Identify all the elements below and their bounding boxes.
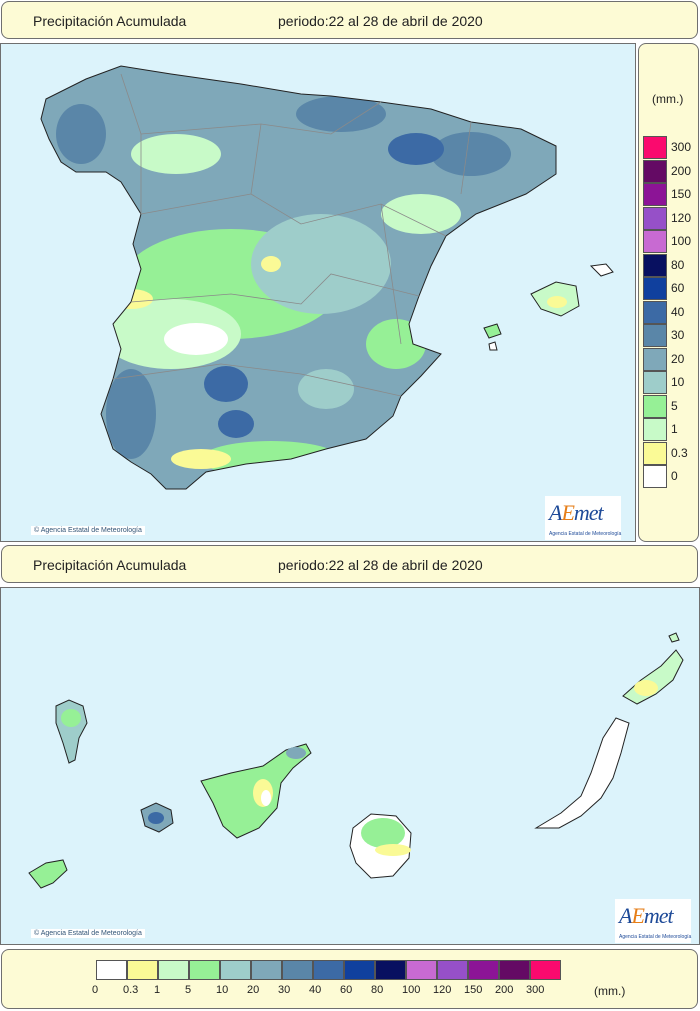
region-borders <box>112 73 472 397</box>
horizontal-legend-swatch <box>220 960 251 980</box>
canarias-map: © Agencia Estatal de Meteorología AEmet … <box>0 587 700 945</box>
vertical-legend-swatch <box>643 418 667 441</box>
horizontal-legend-label: 40 <box>309 984 322 996</box>
horizontal-legend-label: 150 <box>464 984 483 996</box>
horizontal-legend-swatch <box>468 960 499 980</box>
horizontal-legend-swatch <box>406 960 437 980</box>
vertical-legend-swatch <box>643 347 667 371</box>
horizontal-legend-label: 30 <box>278 984 291 996</box>
vertical-legend-swatch <box>643 183 667 206</box>
vertical-legend-swatch <box>643 394 667 418</box>
top-title: Precipitación Acumulada <box>33 13 187 29</box>
bottom-aemet-logo: AEmet Agencia Estatal de Meteorología <box>615 899 691 943</box>
vertical-legend-swatch <box>643 206 667 230</box>
horizontal-legend-label: 60 <box>340 984 353 996</box>
horizontal-legend-swatch <box>251 960 282 980</box>
vertical-legend-label: 20 <box>671 351 685 366</box>
vertical-legend-label: 150 <box>671 187 692 201</box>
horizontal-legend-label: 0 <box>92 984 99 996</box>
vertical-legend-label: 120 <box>671 210 692 225</box>
horizontal-legend-swatch <box>96 960 127 980</box>
peninsula-map: © Agencia Estatal de Meteorología AEmet … <box>0 43 636 542</box>
horizontal-legend-swatch <box>437 960 468 980</box>
horizontal-legend-label: 80 <box>371 984 384 996</box>
horizontal-legend-swatch <box>158 960 189 980</box>
top-aemet-logo: AEmet Agencia Estatal de Meteorología <box>545 496 621 540</box>
bottom-title-bar: Precipitación Acumulada periodo:22 al 28… <box>1 545 698 583</box>
vertical-legend-label: 100 <box>671 234 692 248</box>
bottom-period: periodo:22 al 28 de abril de 2020 <box>278 557 483 573</box>
top-period: periodo:22 al 28 de abril de 2020 <box>278 13 483 29</box>
horizontal-legend-label: 10 <box>216 984 229 996</box>
vertical-legend-swatch <box>643 324 667 347</box>
top-copyright: © Agencia Estatal de Meteorología <box>31 526 145 535</box>
vertical-legend-label: 300 <box>671 140 692 154</box>
horizontal-legend-label: 20 <box>247 984 260 996</box>
horizontal-legend-label: 200 <box>495 984 514 996</box>
horizontal-legend-swatch <box>127 960 158 980</box>
bottom-title: Precipitación Acumulada <box>33 557 187 573</box>
horizontal-legend-label: 0.3 <box>123 984 139 996</box>
vertical-legend-swatch <box>643 136 667 159</box>
horizontal-legend-swatch <box>375 960 406 980</box>
vertical-legend-label: 0.3 <box>671 445 688 460</box>
vertical-legend-swatch <box>643 253 667 277</box>
vertical-legend-label: 200 <box>671 163 692 178</box>
vertical-legend-label: 30 <box>671 328 685 342</box>
vertical-legend-label: 5 <box>671 398 678 413</box>
vertical-legend-swatch <box>643 277 667 300</box>
horizontal-legend-swatch <box>313 960 344 980</box>
vertical-legend-label: 10 <box>671 375 685 389</box>
aemet-logo-icon: AEmet <box>549 500 604 525</box>
canarias-map-svg <box>28 632 684 889</box>
bottom-copyright: © Agencia Estatal de Meteorología <box>31 929 145 938</box>
horizontal-legend-swatch <box>282 960 313 980</box>
aemet-logo-icon: AEmet <box>619 903 674 928</box>
vertical-legend-swatch <box>643 441 667 465</box>
vertical-legend-swatch <box>643 465 667 488</box>
vertical-legend-label: 40 <box>671 304 685 319</box>
vertical-legend-label: 1 <box>671 422 678 436</box>
vertical-legend-label: 60 <box>671 281 685 295</box>
vertical-legend-label: 0 <box>671 469 678 483</box>
vertical-legend-swatch <box>643 371 667 394</box>
horizontal-legend-swatch <box>189 960 220 980</box>
horizontal-legend-label: 100 <box>402 984 421 996</box>
horizontal-legend-label: 120 <box>433 984 452 996</box>
vertical-legend-swatch <box>643 159 667 183</box>
horizontal-legend-unit: (mm.) <box>594 984 626 998</box>
vertical-legend-label: 80 <box>671 257 685 272</box>
horizontal-legend-swatch <box>499 960 530 980</box>
horizontal-legend-label: 300 <box>526 984 545 996</box>
vertical-legend-unit: (mm.) <box>652 92 684 106</box>
vertical-legend-swatch <box>643 230 667 253</box>
horizontal-legend-swatch <box>530 960 561 980</box>
horizontal-legend-label: 5 <box>185 984 192 996</box>
top-title-bar: Precipitación Acumulada periodo:22 al 28… <box>1 1 698 39</box>
peninsula-map-svg <box>40 65 614 490</box>
horizontal-legend-label: 1 <box>154 984 161 996</box>
horizontal-legend-swatch <box>344 960 375 980</box>
vertical-legend-swatch <box>643 300 667 324</box>
